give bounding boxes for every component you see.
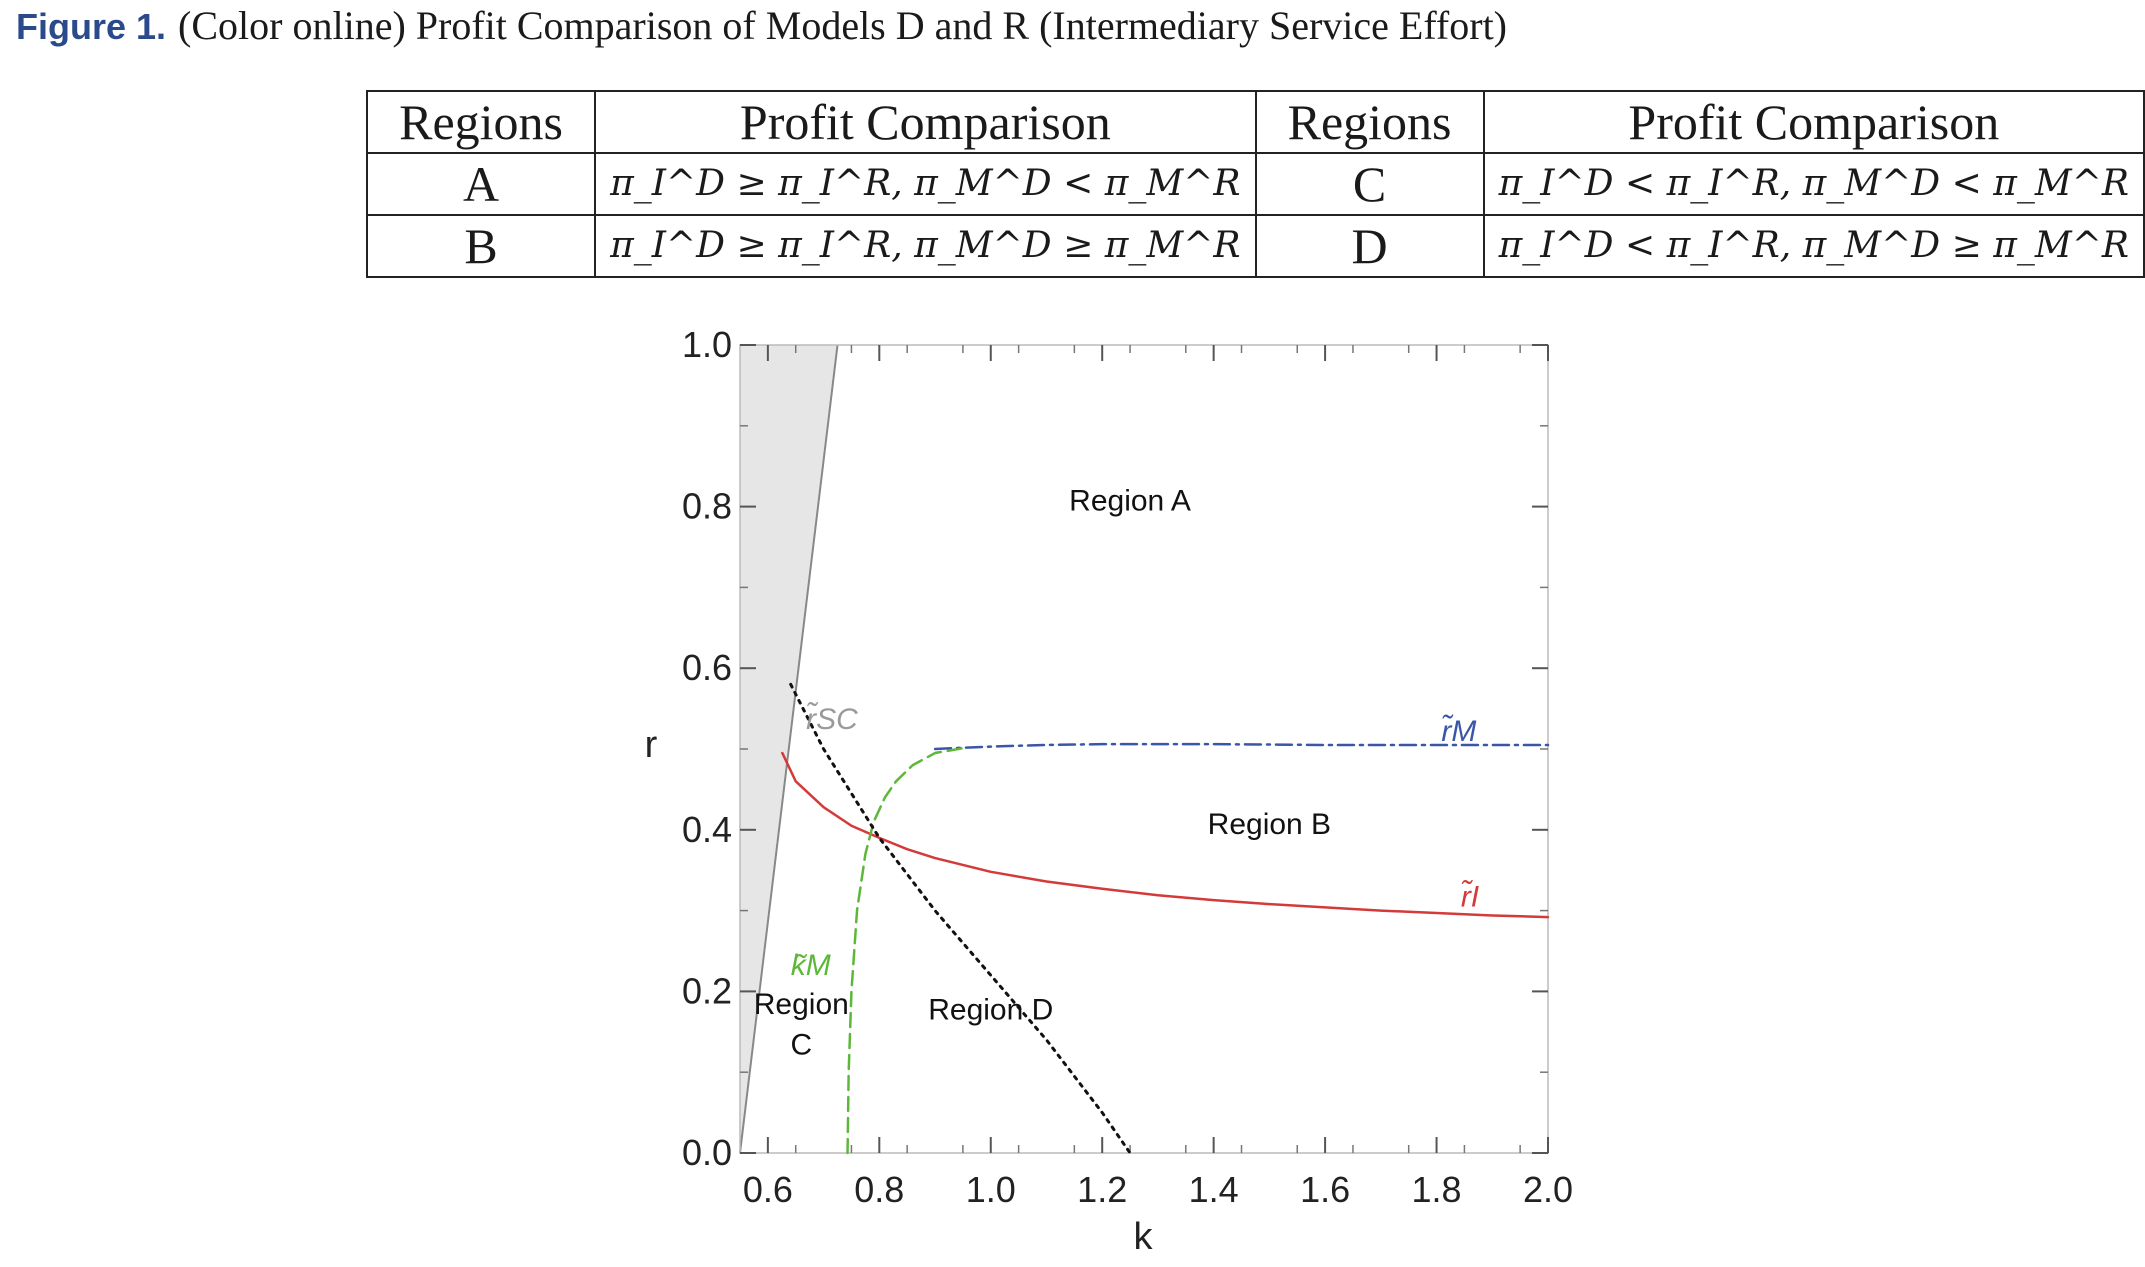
x-tick-label: 1.8 bbox=[1412, 1169, 1462, 1210]
series-line-2 bbox=[846, 746, 965, 1155]
y-axis-label: r bbox=[645, 724, 658, 766]
region-label: Region A bbox=[1069, 485, 1191, 518]
y-tick-label: 0.4 bbox=[682, 809, 732, 850]
curve-label: r̃I bbox=[1461, 880, 1479, 914]
series-line-1 bbox=[933, 742, 1550, 751]
table-cell-region: B bbox=[365, 214, 597, 278]
curve-label: r̃SC bbox=[806, 702, 858, 736]
table-row: A π_I^D ≥ π_I^R, π_M^D < π_M^R C π_I^D <… bbox=[365, 152, 2145, 216]
y-tick-label: 0.8 bbox=[682, 486, 732, 527]
region-label: Region D bbox=[928, 994, 1053, 1027]
curve-label: k̃M bbox=[791, 949, 831, 982]
figure-title: Figure 1. (Color online) Profit Compariso… bbox=[16, 2, 1507, 49]
region-label: C bbox=[790, 1028, 812, 1061]
y-tick-label: 0.2 bbox=[682, 970, 732, 1011]
region-legend-table: Regions Profit Comparison Regions Profit… bbox=[365, 90, 2145, 278]
series-line-3 bbox=[789, 682, 1132, 1155]
table-header-cell: Regions bbox=[1254, 90, 1485, 154]
shaded-region-boundary bbox=[739, 344, 839, 1154]
figure-label: Figure 1. bbox=[16, 6, 167, 47]
figure-caption: (Color online) Profit Comparison of Mode… bbox=[178, 3, 1507, 48]
table-header-cell: Profit Comparison bbox=[1482, 90, 2145, 154]
plot-frame bbox=[739, 344, 1549, 1154]
x-tick-label: 1.2 bbox=[1077, 1169, 1127, 1210]
y-tick-label: 0.6 bbox=[682, 647, 732, 688]
table-cell-comparison: π_I^D < π_I^R, π_M^D < π_M^R bbox=[1482, 152, 2145, 216]
x-tick-label: 2.0 bbox=[1523, 1169, 1573, 1210]
series-line-0 bbox=[781, 751, 1550, 919]
x-axis-label: k bbox=[1134, 1216, 1154, 1258]
curve-label: r̃M bbox=[1441, 714, 1476, 748]
y-tick-label: 1.0 bbox=[682, 324, 732, 365]
table-cell-comparison: π_I^D ≥ π_I^R, π_M^D ≥ π_M^R bbox=[594, 214, 1257, 278]
x-tick-label: 0.8 bbox=[854, 1169, 904, 1210]
table-header-cell: Regions bbox=[365, 90, 597, 154]
table-row: B π_I^D ≥ π_I^R, π_M^D ≥ π_M^R D π_I^D <… bbox=[365, 214, 2145, 278]
table-cell-comparison: π_I^D < π_I^R, π_M^D ≥ π_M^R bbox=[1482, 214, 2145, 278]
table-cell-comparison: π_I^D ≥ π_I^R, π_M^D < π_M^R bbox=[594, 152, 1257, 216]
table-header-cell: Profit Comparison bbox=[594, 90, 1257, 154]
y-tick-label: 0.0 bbox=[682, 1132, 732, 1173]
x-tick-label: 0.6 bbox=[743, 1169, 793, 1210]
table-header-row: Regions Profit Comparison Regions Profit… bbox=[365, 90, 2145, 154]
table-cell-region: A bbox=[365, 152, 597, 216]
table-cell-region: D bbox=[1254, 214, 1485, 278]
x-tick-label: 1.6 bbox=[1300, 1169, 1350, 1210]
region-label: Region bbox=[754, 988, 849, 1021]
x-tick-label: 1.4 bbox=[1189, 1169, 1239, 1210]
table-cell-region: C bbox=[1254, 152, 1485, 216]
x-tick-label: 1.0 bbox=[966, 1169, 1016, 1210]
region-label: Region B bbox=[1208, 808, 1331, 841]
